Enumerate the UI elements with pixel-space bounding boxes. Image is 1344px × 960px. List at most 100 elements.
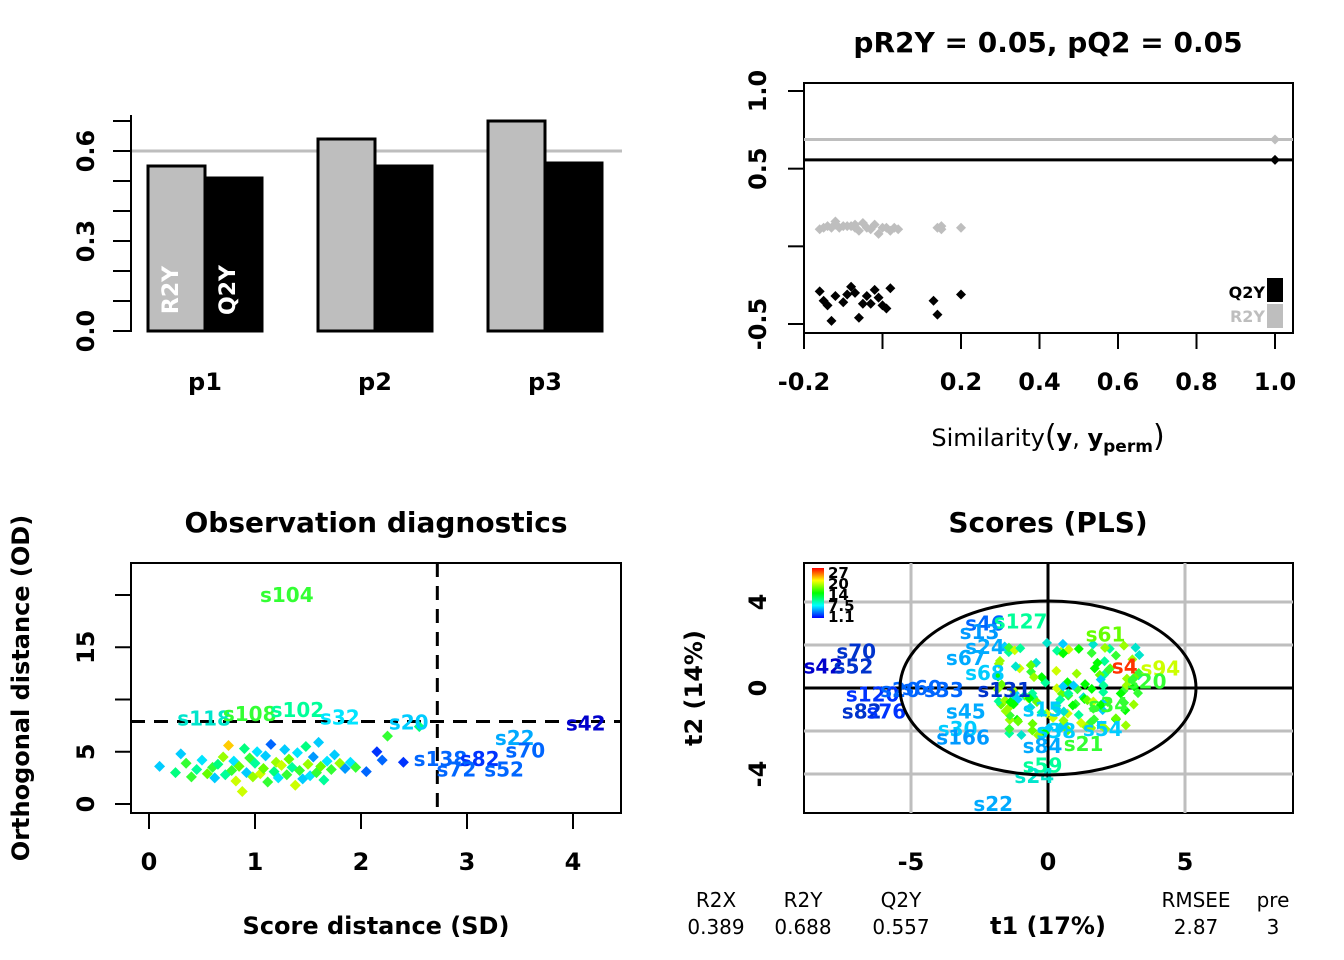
point (249, 757, 261, 769)
colorbar-label: 20 (828, 575, 849, 593)
label-s82: s82 (842, 700, 882, 724)
stat-value-r2x: 0.389 (687, 915, 744, 939)
bar-p1-q2y (203, 176, 264, 333)
y-tick-label: 0.0 (72, 310, 100, 353)
y-tick-label: 0.3 (72, 220, 100, 263)
point (281, 769, 293, 781)
bars (146, 119, 604, 333)
label-s54: s54 (1083, 717, 1123, 741)
score-point (1115, 688, 1126, 699)
point (226, 765, 238, 777)
score-point (1100, 723, 1111, 734)
point-q2y (842, 289, 853, 300)
point-r2y (893, 224, 904, 235)
colorbar-label: 14 (828, 586, 849, 604)
score-point (1073, 643, 1084, 654)
label-s22: s22 (973, 792, 1013, 816)
bar-p3-q2y (543, 161, 604, 333)
label-s21: s21 (1064, 732, 1104, 756)
score-point (1127, 673, 1138, 684)
point-q2y (932, 309, 943, 320)
label-s52: s52 (834, 655, 874, 679)
label-s76: s76 (866, 700, 906, 724)
score-point (1036, 672, 1047, 683)
label-s61: s61 (1086, 622, 1126, 646)
colorbar-label: 1.1 (828, 608, 855, 626)
score-point (1058, 715, 1069, 726)
point-q2y (838, 297, 849, 308)
point (238, 743, 250, 755)
stat-header-q2y: Q2Y (881, 888, 922, 912)
point (283, 753, 295, 765)
point (318, 774, 330, 786)
point-q2y (1270, 154, 1280, 165)
point (300, 741, 312, 753)
score-point (1121, 680, 1132, 691)
label-s46: s46 (965, 612, 1005, 636)
point-q2y (881, 303, 892, 314)
point-q2y (826, 315, 837, 326)
point (236, 785, 248, 797)
score-point (1110, 713, 1121, 724)
score-point (1015, 643, 1026, 654)
point-q2y (865, 298, 876, 309)
bar-label-q2y: Q2Y (216, 264, 241, 315)
point-q2y (822, 300, 833, 311)
point (217, 751, 229, 763)
label-s102: s102 (271, 698, 325, 722)
label-s45: s45 (946, 700, 986, 724)
score-point (1000, 706, 1011, 717)
stat-header-rmsee: RMSEE (1161, 888, 1230, 912)
bar-p3-r2y (486, 119, 547, 333)
point-q2y (853, 312, 864, 323)
point (262, 776, 274, 788)
y-tick-label: 0 (72, 796, 100, 813)
label-s118: s118 (177, 706, 231, 730)
point (257, 762, 269, 774)
label-s166: s166 (936, 725, 990, 749)
label-s94: s94 (1140, 657, 1180, 681)
score-point (1121, 673, 1132, 684)
legend-q2y: Q2Y (1229, 283, 1266, 302)
label-s22: s22 (495, 726, 535, 750)
label-s104: s104 (260, 583, 314, 607)
point (321, 755, 333, 767)
label-s138: s138 (414, 747, 468, 771)
x-tick-label: 4 (565, 848, 582, 876)
plot-frame (803, 82, 1294, 334)
score-point (1133, 688, 1144, 699)
legend-swatch-r2y (1267, 304, 1283, 328)
point-r2y (1270, 134, 1280, 145)
stat-value-pre: 3 (1267, 915, 1280, 939)
point (223, 739, 234, 751)
y-axis-label: Orthogonal distance (OD) (7, 515, 35, 861)
label-s60: s60 (902, 676, 942, 700)
score-point (1089, 714, 1100, 725)
point (376, 754, 388, 766)
x-tick-label: -0.2 (778, 368, 830, 396)
x-tick-label: 0 (1040, 848, 1057, 876)
stat-value-r2y: 0.688 (774, 915, 831, 939)
point (175, 748, 187, 760)
score-point (1051, 665, 1062, 676)
y-ticks: -4 0 4 (744, 594, 772, 788)
label-s20: s20 (389, 710, 429, 734)
label-s30: s30 (938, 717, 978, 741)
score-point (1086, 683, 1097, 694)
point-r2y (853, 225, 864, 236)
label-s72: s72 (437, 758, 477, 782)
score-point (1025, 660, 1036, 671)
score-point (1073, 709, 1084, 720)
point (170, 767, 181, 779)
label-s127: s127 (994, 609, 1048, 633)
point (272, 772, 284, 784)
label-s108: s108 (223, 702, 277, 726)
point-r2y (830, 216, 841, 227)
score-point (1041, 637, 1052, 648)
score-point (1016, 730, 1027, 741)
score-point (994, 655, 1005, 666)
score-point (1134, 650, 1145, 661)
point (230, 775, 242, 787)
